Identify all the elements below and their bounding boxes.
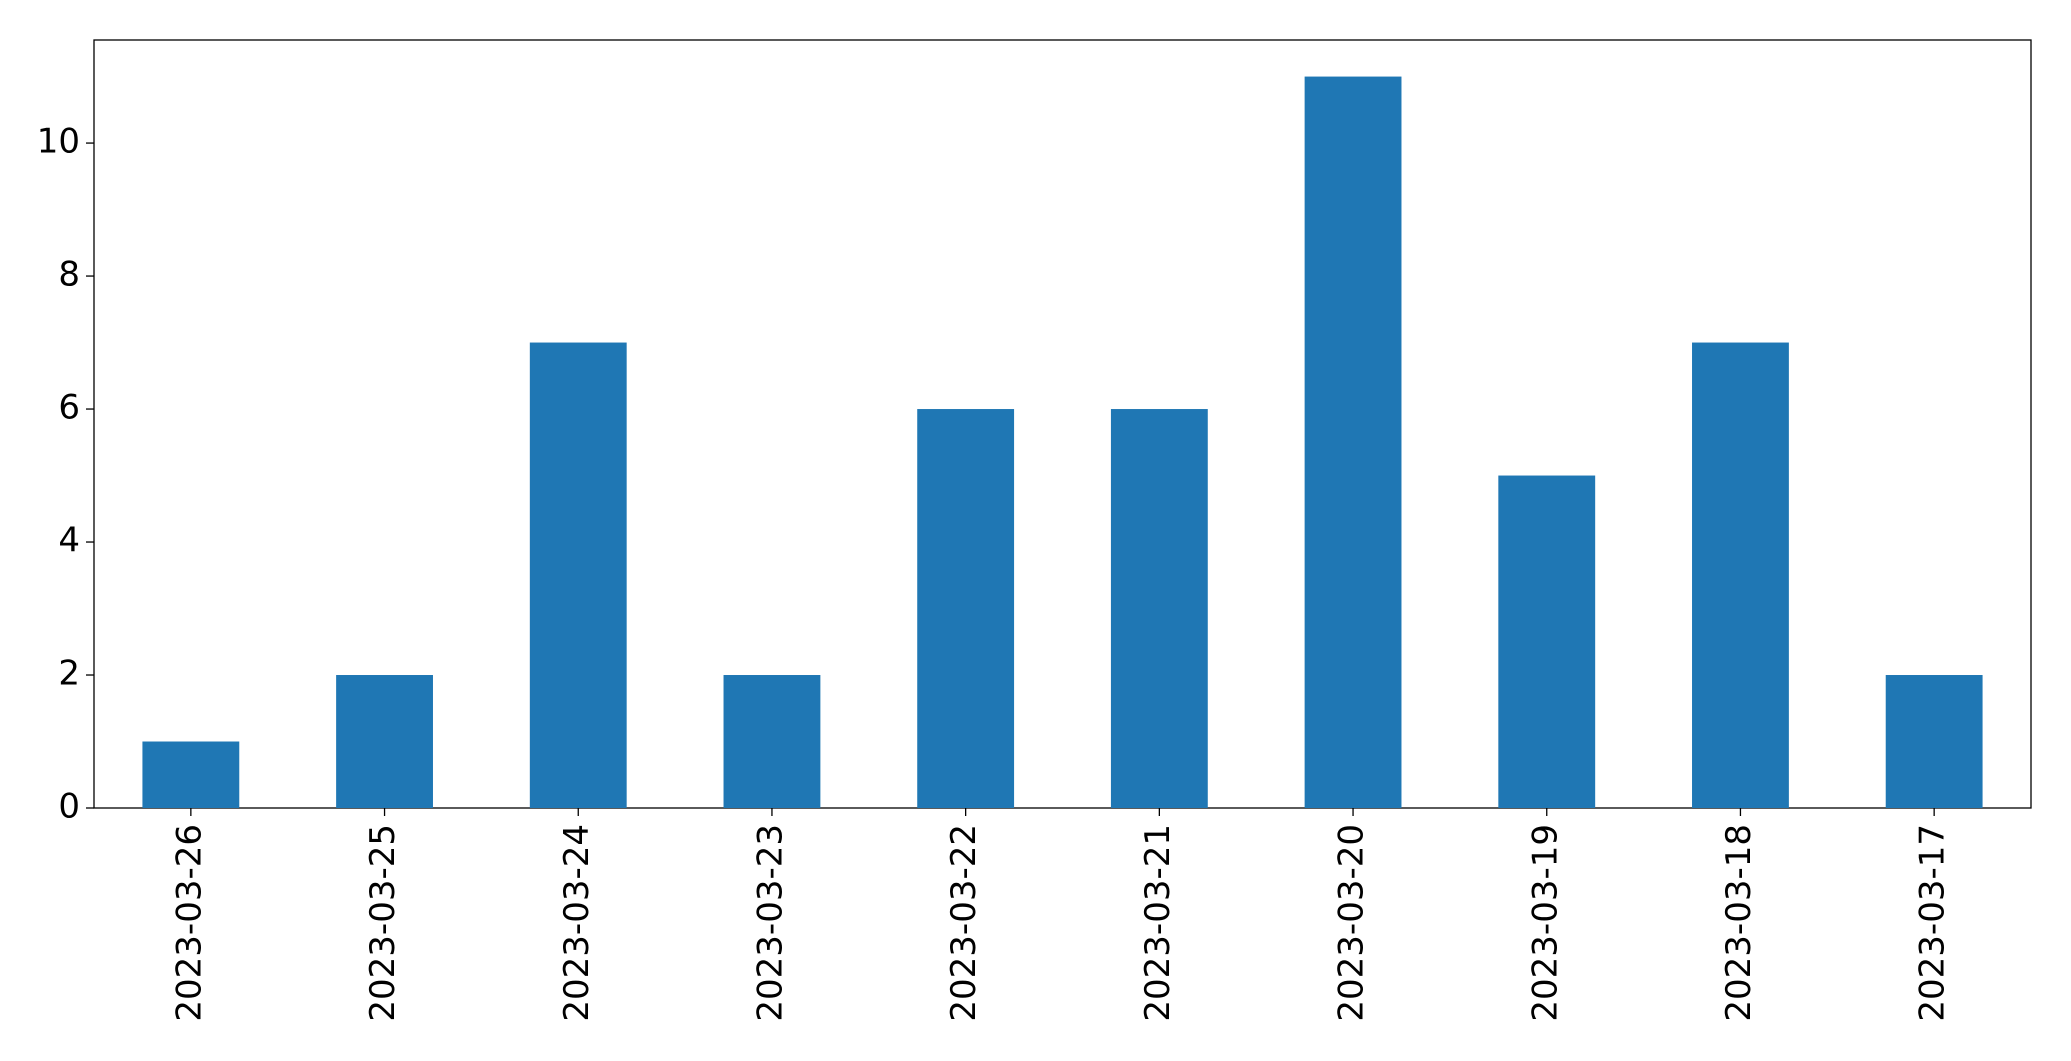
bar: [723, 675, 821, 808]
bar: [1692, 342, 1789, 808]
x-tick-label: 2023-03-22: [944, 824, 984, 1022]
bar: [142, 741, 240, 808]
bar: [1110, 409, 1208, 808]
x-tick-label: 2023-03-17: [1913, 824, 1953, 1022]
x-tick-label: 2023-03-21: [1138, 824, 1178, 1022]
y-tick-label: 6: [58, 388, 80, 428]
x-tick-label: 2023-03-20: [1332, 824, 1372, 1022]
x-tick-label: 2023-03-18: [1719, 824, 1759, 1022]
plot-frame: [93, 39, 2032, 809]
y-tick-label: 0: [58, 787, 80, 827]
x-tick-label: 2023-03-26: [169, 824, 209, 1022]
bar: [1498, 475, 1596, 808]
bar: [336, 675, 433, 808]
y-tick-label: 4: [58, 521, 80, 561]
bar: [917, 409, 1015, 808]
bar: [529, 342, 627, 808]
y-tick-label: 10: [37, 122, 80, 162]
x-tick-label: 2023-03-23: [750, 824, 790, 1022]
y-tick-label: 2: [58, 654, 80, 694]
bar: [1885, 675, 1983, 808]
bar: [1304, 76, 1402, 809]
y-tick-label: 8: [58, 255, 80, 295]
x-tick-label: 2023-03-19: [1525, 824, 1565, 1022]
x-tick-label: 2023-03-24: [557, 824, 597, 1022]
x-tick-label: 2023-03-25: [363, 824, 403, 1022]
